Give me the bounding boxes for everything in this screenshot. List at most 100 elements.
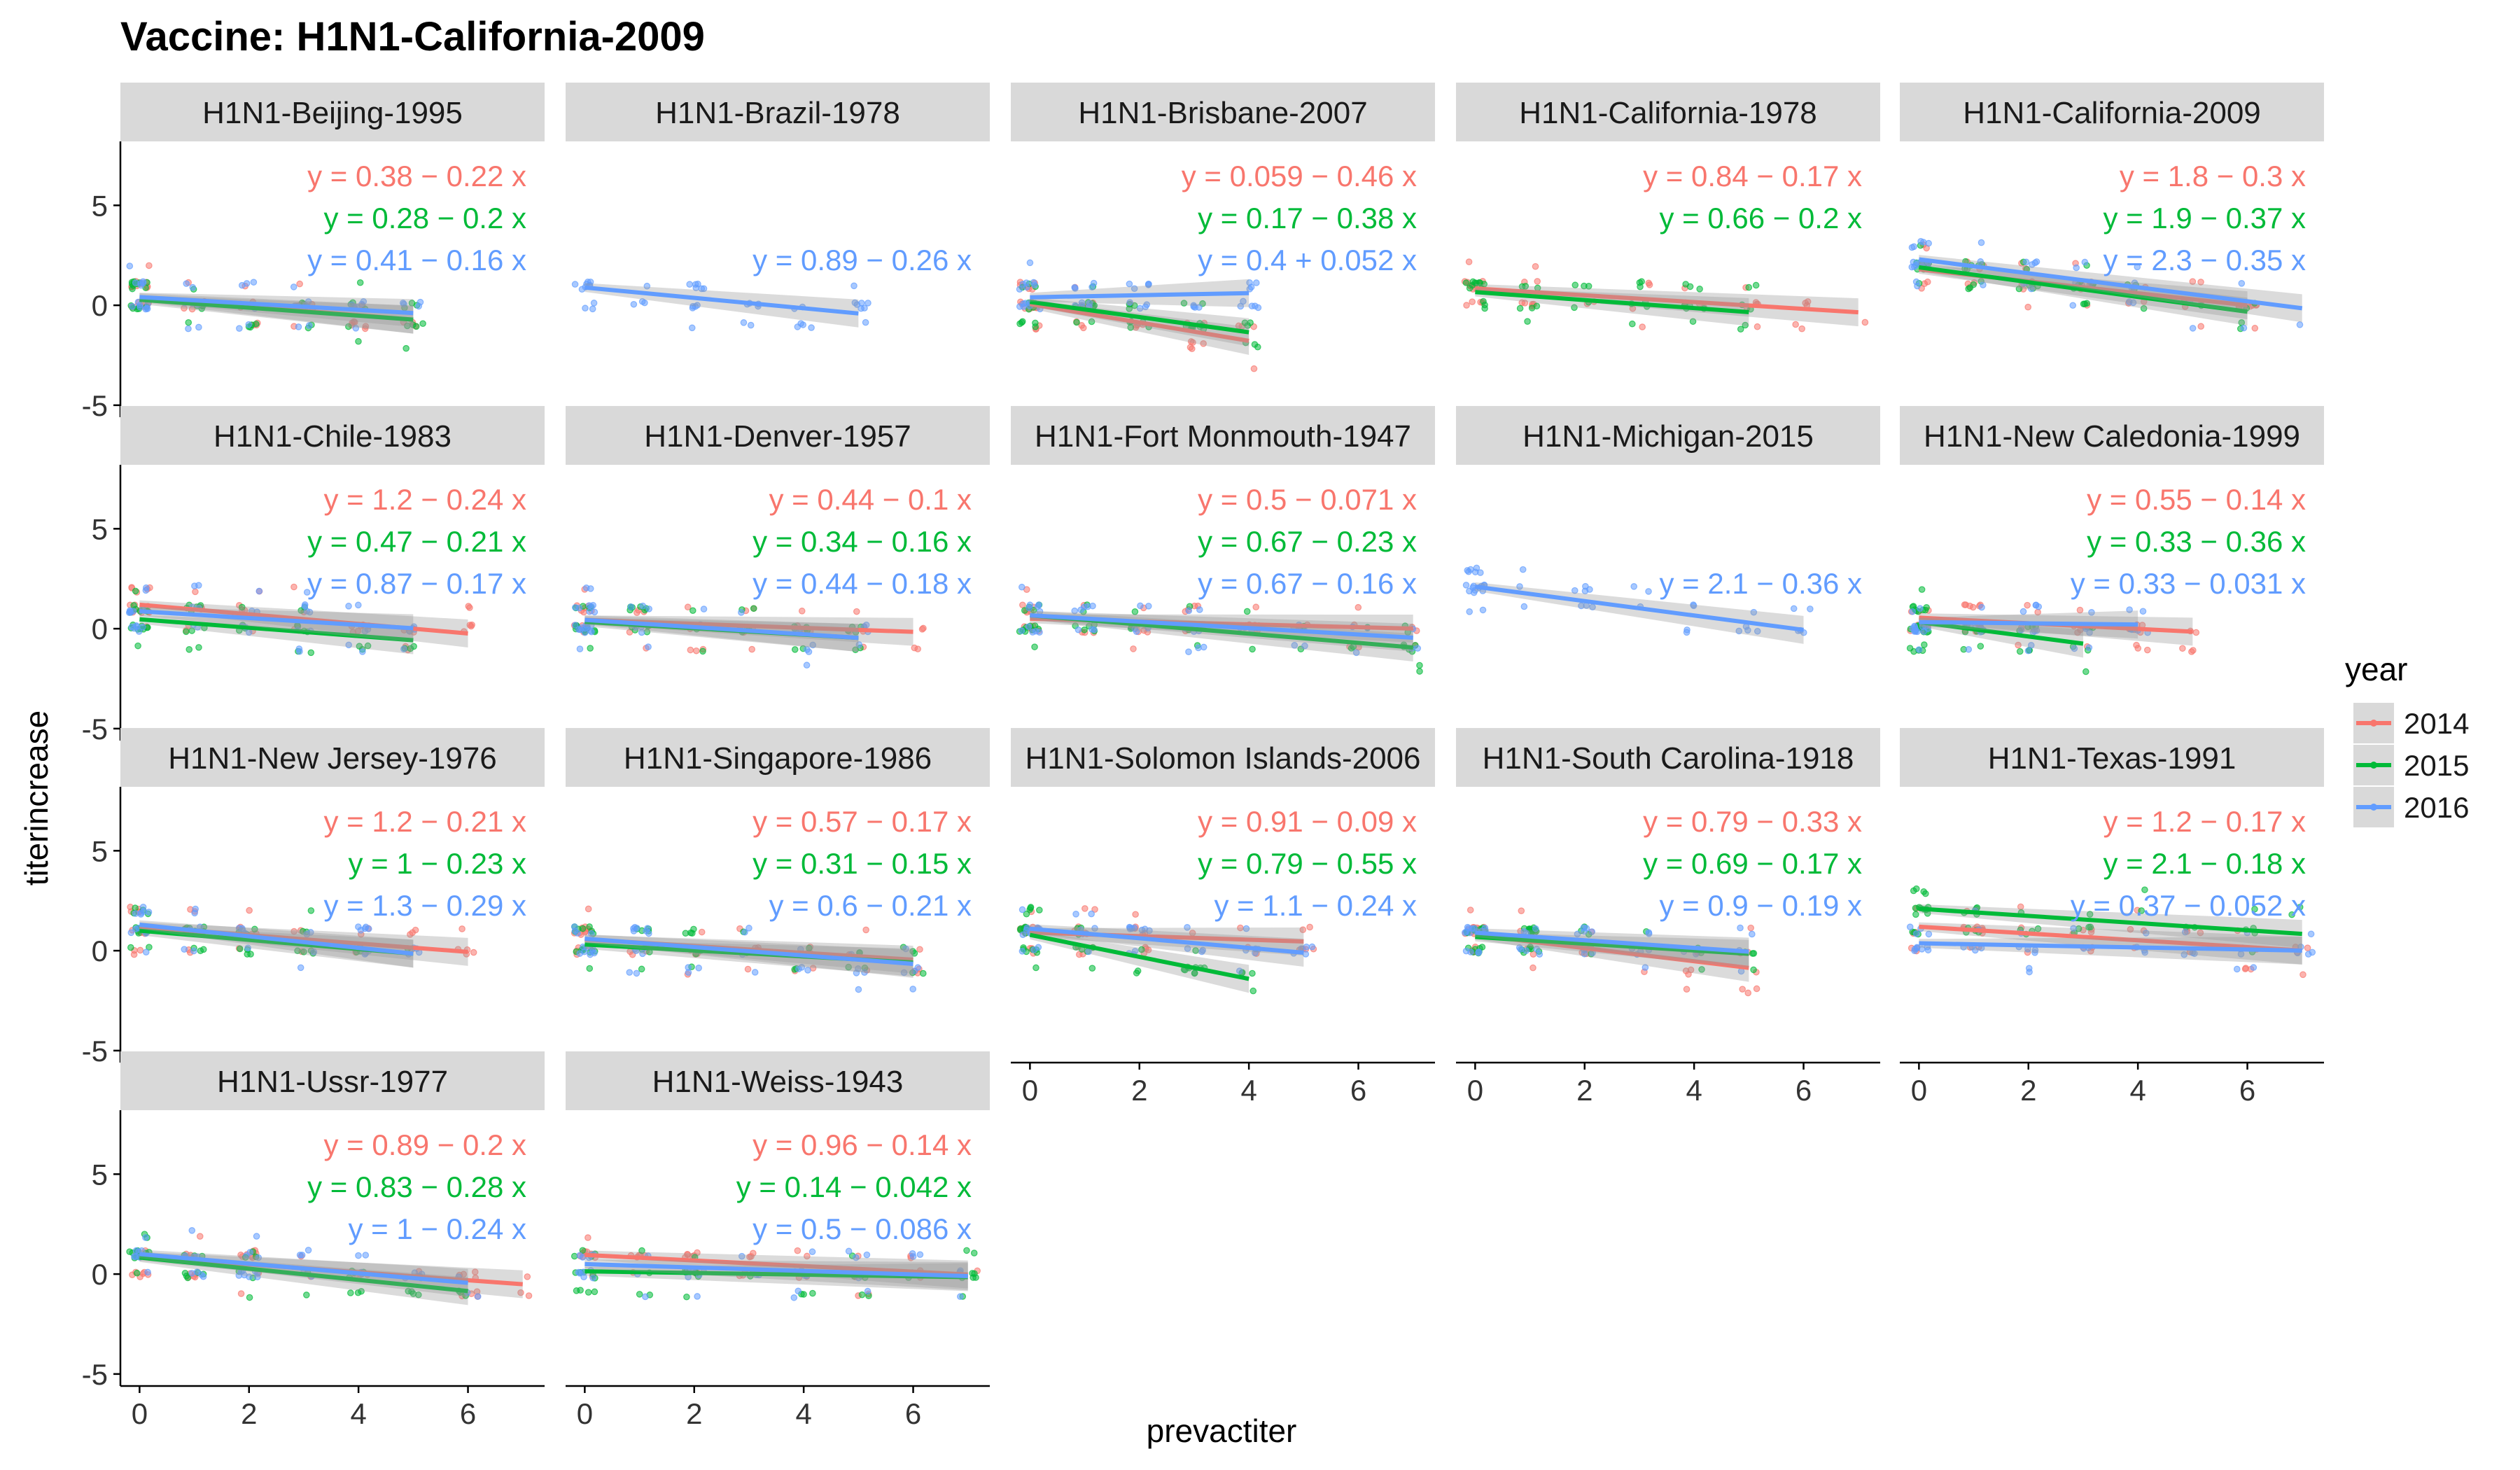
- y-tick-label: 0: [92, 1258, 108, 1291]
- data-point: [589, 305, 596, 313]
- data-point: [1528, 304, 1536, 312]
- facet-strip-label: H1N1-Brisbane-2007: [1078, 96, 1367, 130]
- data-point: [1130, 645, 1137, 652]
- data-point: [290, 927, 298, 935]
- data-point: [307, 907, 315, 914]
- data-point: [808, 324, 815, 331]
- data-point: [626, 969, 634, 976]
- data-point: [591, 608, 598, 616]
- fit-line: [1918, 257, 2303, 311]
- data-point: [132, 925, 139, 932]
- data-point: [1750, 950, 1758, 957]
- data-point: [305, 322, 313, 329]
- data-point: [146, 944, 153, 951]
- data-point: [1132, 911, 1139, 918]
- data-point: [920, 624, 927, 632]
- equation-label: y = 0.91 − 0.09 x: [1198, 805, 1417, 838]
- data-point: [195, 644, 202, 651]
- facet-strip-label: H1N1-Michigan-2015: [1522, 419, 1814, 454]
- data-point: [1354, 603, 1362, 611]
- fit-line: [1919, 620, 2138, 627]
- data-point: [362, 1252, 370, 1259]
- data-point: [1023, 910, 1030, 918]
- data-point: [1133, 969, 1140, 976]
- data-point: [852, 646, 859, 654]
- plot-area: y = 0.84 − 0.17 x y = 0.66 − 0.2 x: [1461, 160, 1869, 333]
- data-point: [1088, 284, 1096, 290]
- equation-label: y = 0.44 − 0.1 x: [769, 483, 972, 516]
- facet-strip: [1900, 728, 2324, 787]
- data-point: [470, 948, 477, 956]
- data-point: [803, 662, 811, 669]
- data-point: [253, 1273, 261, 1281]
- data-point: [798, 608, 806, 615]
- data-point: [699, 648, 706, 655]
- facet-panel: H1N1-Chile-1983 y = 1.2 − 0.24 x y = 0.47 …: [82, 406, 545, 746]
- data-point: [183, 628, 190, 636]
- data-point: [858, 304, 864, 312]
- data-point: [1533, 946, 1541, 953]
- data-point: [1750, 608, 1758, 616]
- plot-area: y = 0.96 − 0.14 x y = 0.14 − 0.042 x y = 0…: [570, 1128, 981, 1301]
- data-point: [2024, 303, 2032, 311]
- data-point: [1977, 258, 1984, 265]
- data-point: [1534, 278, 1541, 285]
- data-point: [1018, 906, 1026, 913]
- facet-strip-label: H1N1-Weiss-1943: [652, 1065, 904, 1099]
- data-point: [1252, 603, 1260, 611]
- data-point: [1690, 601, 1697, 608]
- data-point: [685, 964, 692, 971]
- equation-label: y = 0.44 − 0.18 x: [752, 567, 972, 600]
- data-point: [1185, 648, 1192, 656]
- data-point: [1571, 587, 1578, 594]
- equation-label: y = 0.5 − 0.071 x: [1198, 483, 1417, 516]
- data-point: [126, 1248, 133, 1255]
- data-point: [2027, 642, 2035, 649]
- data-point: [2071, 645, 2078, 652]
- data-point: [1088, 318, 1096, 326]
- data-point: [804, 967, 811, 974]
- data-point: [295, 323, 302, 330]
- data-point: [639, 950, 646, 958]
- legend: year 2014 2015 2016: [2345, 651, 2469, 827]
- data-point: [578, 286, 586, 293]
- data-point: [916, 1251, 924, 1259]
- data-point: [584, 1234, 592, 1241]
- data-point: [142, 1234, 149, 1241]
- data-point: [902, 945, 909, 953]
- data-point: [1091, 906, 1098, 913]
- facet-strip: [120, 728, 545, 787]
- data-point: [253, 320, 260, 328]
- data-point: [2238, 280, 2246, 287]
- data-point: [2179, 645, 2186, 652]
- x-tick-label: 6: [1350, 1074, 1366, 1107]
- data-point: [402, 344, 410, 352]
- data-point: [582, 584, 590, 592]
- fit-line: [584, 617, 859, 640]
- data-point: [2015, 641, 2022, 649]
- data-point: [700, 606, 708, 612]
- equation-label: y = 0.55 − 0.14 x: [2087, 483, 2306, 516]
- data-point: [2133, 641, 2140, 649]
- data-point: [237, 945, 244, 953]
- data-point: [858, 1291, 866, 1298]
- data-point: [1078, 322, 1086, 329]
- data-point: [1072, 911, 1079, 918]
- data-point: [692, 303, 699, 310]
- data-point: [1915, 646, 1923, 653]
- data-point: [364, 642, 372, 650]
- data-point: [698, 928, 706, 936]
- data-point: [864, 1287, 872, 1295]
- data-point: [1645, 929, 1653, 936]
- data-point: [2141, 886, 2148, 893]
- data-point: [1352, 649, 1360, 657]
- data-point: [1798, 325, 1805, 332]
- data-point: [251, 925, 258, 933]
- data-point: [2016, 648, 2024, 655]
- data-point: [1019, 601, 1026, 609]
- equation-label: y = 2.1 − 0.18 x: [2103, 847, 2306, 880]
- facet-strip-label: H1N1-California-2009: [1963, 96, 2261, 130]
- data-point: [1091, 626, 1098, 634]
- data-point: [1980, 281, 1987, 288]
- data-point: [645, 643, 652, 650]
